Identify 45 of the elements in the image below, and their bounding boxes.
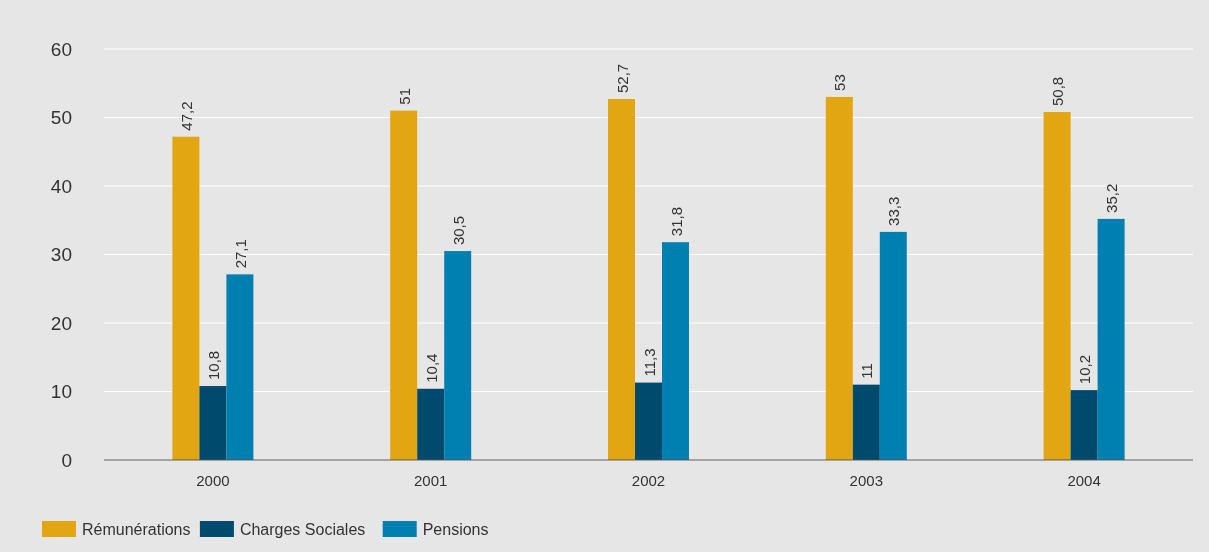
data-label: 51 xyxy=(395,87,413,105)
bar xyxy=(390,110,418,460)
bar xyxy=(662,242,689,460)
bar xyxy=(1043,112,1071,460)
x-tick-label: 2003 xyxy=(849,472,883,489)
data-label: 47,2 xyxy=(177,101,195,131)
bar xyxy=(1070,390,1098,460)
data-label: 10,4 xyxy=(422,353,440,383)
y-tick-label: 40 xyxy=(50,175,72,197)
data-label: 30,5 xyxy=(449,215,467,246)
data-label: 11,3 xyxy=(640,348,658,377)
y-tick-label: 10 xyxy=(50,381,72,403)
legend-label: Rémunérations xyxy=(82,521,191,538)
y-tick-label: 30 xyxy=(50,244,72,266)
bar xyxy=(879,231,907,460)
bar xyxy=(199,386,227,460)
bar xyxy=(226,274,254,460)
legend-label: Pensions xyxy=(422,521,489,538)
y-tick-label: 50 xyxy=(50,107,72,129)
legend-label: Charges Sociales xyxy=(239,521,366,538)
y-tick-label: 60 xyxy=(50,38,72,60)
bar xyxy=(172,136,200,460)
data-label: 31,8 xyxy=(667,206,685,237)
x-tick-label: 2000 xyxy=(196,472,230,489)
y-tick-label: 20 xyxy=(50,312,72,334)
data-label: 11 xyxy=(858,363,876,379)
data-label: 27,1 xyxy=(231,239,249,269)
data-label: 35,2 xyxy=(1103,183,1121,213)
data-label: 50,8 xyxy=(1049,76,1067,107)
bar xyxy=(852,384,880,460)
data-label: 33,3 xyxy=(885,196,903,226)
data-label: 52,7 xyxy=(613,63,631,93)
bar xyxy=(444,251,472,460)
y-tick-label: 0 xyxy=(61,449,72,471)
data-label: 10,2 xyxy=(1076,354,1094,385)
bar xyxy=(635,382,662,460)
bar xyxy=(417,388,445,460)
x-tick-label: 2002 xyxy=(631,472,666,489)
bar xyxy=(1097,218,1125,460)
data-label: 10,8 xyxy=(204,350,222,381)
data-label: 53 xyxy=(831,74,849,91)
x-tick-label: 2004 xyxy=(1067,472,1101,489)
bar xyxy=(608,99,635,460)
bar xyxy=(825,96,853,460)
x-tick-label: 2001 xyxy=(414,472,448,489)
